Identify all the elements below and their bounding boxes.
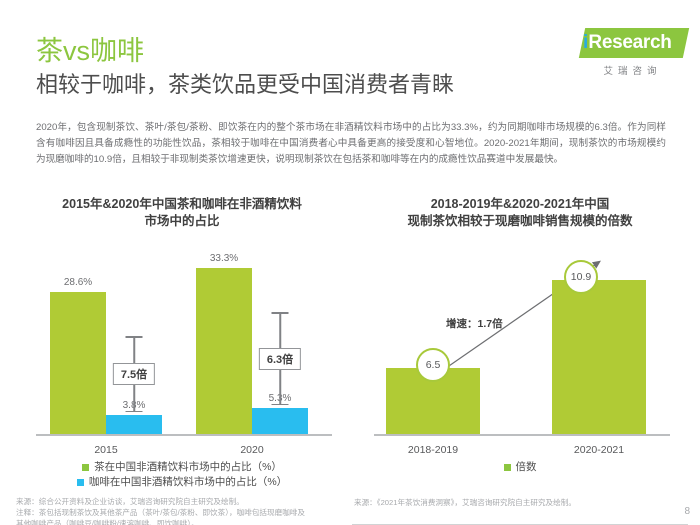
- body-paragraph: 2020年，包含现制茶饮、茶叶/茶包/茶粉、即饮茶在内的整个茶市场在非酒精饮料市…: [36, 122, 666, 165]
- page-title: 茶vs咖啡: [36, 36, 144, 66]
- ratio-whisker-2015: 7.5倍: [112, 336, 156, 412]
- legend-item-multiple[interactable]: 倍数: [352, 460, 688, 475]
- left-chart-plot: 28.6% 3.8% 7.5倍 33.3% 5.3% 6: [14, 240, 350, 458]
- right-chart-category-2020-2021: 2020-2021: [573, 444, 625, 456]
- logo-mark: i Research: [574, 28, 690, 60]
- left-source-line2: 注释：茶包括现制茶饮及其他茶产品（茶叶/茶包/茶粉、即饮茶），咖啡包括现磨咖啡及: [16, 508, 305, 517]
- ratio-whisker-2020: 6.3倍: [258, 312, 302, 405]
- logo-chinese-name: 艾瑞咨询: [603, 66, 662, 77]
- right-chart-axis: [374, 434, 670, 436]
- left-chart-title-line1: 2015年&2020年中国茶和咖啡在非酒精饮料: [62, 197, 302, 211]
- iresearch-logo: i Research 艾瑞咨询: [574, 28, 690, 77]
- left-chart-category-2015: 2015: [94, 444, 118, 456]
- logo-dot-i-icon: i: [583, 32, 589, 53]
- right-chart-category-2018-2019: 2018-2019: [407, 444, 459, 456]
- right-chart-title-line1: 2018-2019年&2020-2021年中国: [430, 197, 610, 211]
- bar-tea-2015-value: 28.6%: [63, 277, 93, 288]
- left-chart-source: 来源：综合公开资料及企业访谈，艾瑞咨询研究院自主研究及绘制。 注释：茶包括现制茶…: [14, 496, 350, 525]
- left-chart-axis: [36, 434, 332, 436]
- right-chart-panel: 2018-2019年&2020-2021年中国 现制茶饮相较于现磨咖啡销售规模的…: [352, 196, 688, 525]
- whisker-cap-bottom: [125, 410, 143, 412]
- legend-swatch-multiple-icon: [503, 464, 511, 471]
- left-source-line3: 其他咖啡产品（咖啡豆/咖啡粉/速溶咖啡、即饮咖啡）。: [16, 519, 199, 525]
- left-chart-legend: 茶在中国非酒精饮料市场中的占比（%） 咖啡在中国非酒精饮料市场中的占比（%）: [14, 460, 350, 490]
- whisker-cap-top: [125, 336, 143, 338]
- whisker-cap-top: [271, 312, 289, 314]
- page-number: 8: [684, 506, 690, 517]
- ratio-label-2015: 7.5倍: [112, 363, 156, 385]
- value-badge-2018-2019: 6.5: [416, 348, 450, 382]
- left-chart-category-2020: 2020: [240, 444, 264, 456]
- legend-label-tea: 茶在中国非酒精饮料市场中的占比（%）: [94, 461, 282, 473]
- bar-tea-2015[interactable]: 28.6%: [50, 277, 106, 434]
- left-chart-panel: 2015年&2020年中国茶和咖啡在非酒精饮料 市场中的占比 28.6% 3.8…: [14, 196, 350, 525]
- right-chart-plot: 增速：1.7倍 6.5 10.9 2018-2019 2020-2021: [352, 240, 688, 458]
- legend-label-coffee: 咖啡在中国非酒精饮料市场中的占比（%）: [88, 476, 288, 488]
- legend-swatch-coffee-icon: [76, 479, 84, 486]
- bar-coffee-2020[interactable]: 5.3%: [252, 393, 308, 434]
- ratio-label-2020: 6.3倍: [258, 347, 302, 370]
- page-subtitle: 相较于咖啡，茶类饮品更受中国消费者青睐: [36, 72, 455, 97]
- right-chart-title: 2018-2019年&2020-2021年中国 现制茶饮相较于现磨咖啡销售规模的…: [352, 196, 688, 230]
- legend-label-multiple: 倍数: [515, 461, 537, 473]
- growth-rate-label: 增速：1.7倍: [446, 318, 503, 330]
- legend-item-coffee[interactable]: 咖啡在中国非酒精饮料市场中的占比（%）: [14, 475, 350, 490]
- right-source-line1: 来源：《2021年茶饮消费洞察》，艾瑞咨询研究院自主研究及绘制。: [354, 498, 576, 507]
- bar-2020-2021[interactable]: [552, 280, 646, 434]
- left-chart-title: 2015年&2020年中国茶和咖啡在非酒精饮料 市场中的占比: [14, 196, 350, 230]
- right-chart-source: 来源：《2021年茶饮消费洞察》，艾瑞咨询研究院自主研究及绘制。: [352, 497, 688, 508]
- legend-item-tea[interactable]: 茶在中国非酒精饮料市场中的占比（%）: [14, 460, 350, 475]
- whisker-cap-bottom: [271, 403, 289, 405]
- bar-coffee-2015[interactable]: 3.8%: [106, 400, 162, 434]
- right-chart-title-line2: 现制茶饮相较于现磨咖啡销售规模的倍数: [407, 214, 633, 228]
- bar-tea-2020-value: 33.3%: [209, 253, 239, 264]
- value-badge-2020-2021: 10.9: [564, 260, 598, 294]
- left-source-line1: 来源：综合公开资料及企业访谈，艾瑞咨询研究院自主研究及绘制。: [16, 497, 244, 506]
- right-chart-legend: 倍数: [352, 460, 688, 475]
- left-chart-title-line2: 市场中的占比: [144, 214, 220, 228]
- legend-swatch-tea-icon: [82, 464, 90, 471]
- logo-wordmark: Research: [588, 32, 672, 53]
- bar-tea-2020[interactable]: 33.3%: [196, 253, 252, 434]
